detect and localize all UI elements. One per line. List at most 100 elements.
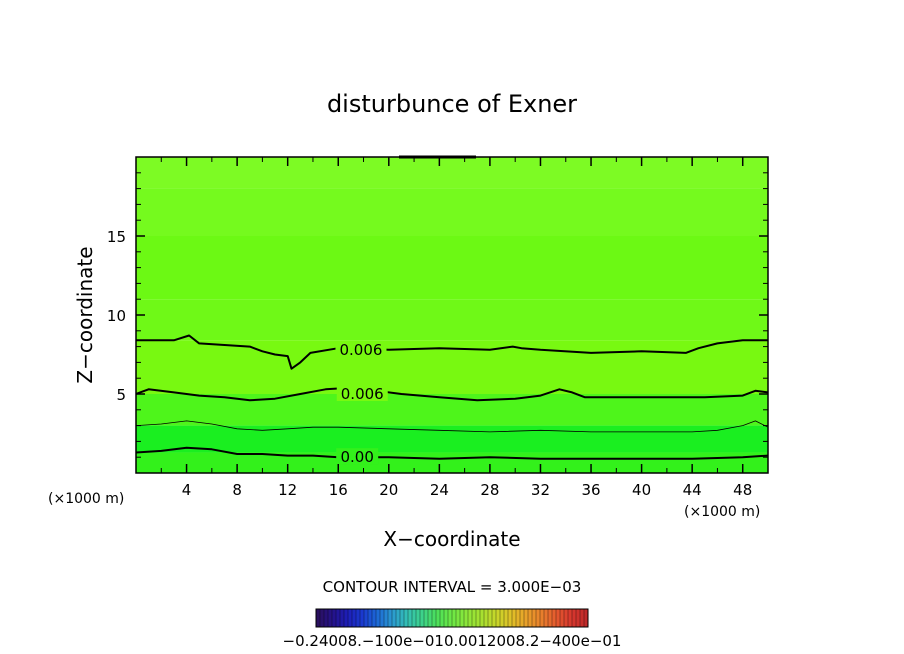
colorbar-cell [496, 609, 500, 627]
y-tick-label: 10 [107, 307, 126, 325]
colorbar-cell [380, 609, 384, 627]
colorbar-cell [548, 609, 552, 627]
colorbar [315, 609, 588, 627]
colorbar-cell [324, 609, 328, 627]
colorbar-cell [416, 609, 420, 627]
colorbar-cell [584, 609, 588, 627]
colorbar-cell [456, 609, 460, 627]
fill-band-0 [136, 157, 768, 189]
contour-label-3: 0.00 [340, 448, 373, 466]
colorbar-cell [508, 609, 512, 627]
colorbar-cell [532, 609, 536, 627]
colorbar-cell [536, 609, 540, 627]
colorbar-cell [408, 609, 412, 627]
colorbar-cell [568, 609, 572, 627]
y-tick-label: 5 [116, 386, 126, 404]
colorbar-cell [436, 609, 440, 627]
colorbar-cell [356, 609, 360, 627]
x-tick-label: 32 [531, 481, 550, 499]
x-tick-label: 40 [632, 481, 651, 499]
colorbar-cell [476, 609, 480, 627]
colorbar-cell [516, 609, 520, 627]
colorbar-cell [448, 609, 452, 627]
x-unit-left: (×1000 m) [48, 491, 124, 507]
x-axis-label: X−coordinate [383, 527, 520, 551]
colorbar-cell [320, 609, 324, 627]
contour-lines: 0.006 0.006 0.00 [136, 334, 768, 466]
colorbar-cell [348, 609, 352, 627]
colorbar-cell [432, 609, 436, 627]
colorbar-cell [460, 609, 464, 627]
colorbar-cell [352, 609, 356, 627]
colorbar-cell [360, 609, 364, 627]
colorbar-cell [520, 609, 524, 627]
x-tick-label: 36 [581, 481, 600, 499]
colorbar-cell [328, 609, 332, 627]
colorbar-cell [504, 609, 508, 627]
fill-band-1 [136, 188, 768, 236]
colorbar-cell [500, 609, 504, 627]
colorbar-cell [412, 609, 416, 627]
contour-label-bg-3 [336, 448, 379, 465]
colorbar-cell [512, 609, 516, 627]
contour-line-2 [136, 420, 768, 433]
fill-band-3 [136, 299, 768, 341]
colorbar-cell [524, 609, 528, 627]
x-tick-label: 20 [379, 481, 398, 499]
colorbar-cell [440, 609, 444, 627]
colorbar-cell [540, 609, 544, 627]
colorbar-cell [552, 609, 556, 627]
colorbar-cell [580, 609, 584, 627]
contour-fill-bands [136, 157, 768, 473]
colorbar-cell [372, 609, 376, 627]
x-tick-label: 8 [232, 481, 242, 499]
colorbar-cell [428, 609, 432, 627]
colorbar-cell [452, 609, 456, 627]
colorbar-cell [544, 609, 548, 627]
colorbar-frame [315, 608, 589, 628]
x-tick-label: 4 [182, 481, 192, 499]
colorbar-cell [564, 609, 568, 627]
colorbar-cell [444, 609, 448, 627]
fill-band-2 [136, 236, 768, 300]
colorbar-cell [368, 609, 372, 627]
colorbar-labels: −0.24008.−100e−010.0012008.2−400e−01 [283, 632, 622, 650]
colorbar-cell [344, 609, 348, 627]
colorbar-cell [556, 609, 560, 627]
contour-label-1: 0.006 [341, 385, 384, 403]
colorbar-cell [528, 609, 532, 627]
x-tick-label: 28 [480, 481, 499, 499]
colorbar-cell [488, 609, 492, 627]
colorbar-cell [472, 609, 476, 627]
x-tick-label: 44 [683, 481, 702, 499]
x-tick-label: 48 [733, 481, 752, 499]
colorbar-cell [468, 609, 472, 627]
contour-label-bg-0 [335, 340, 387, 357]
colorbar-cell [384, 609, 388, 627]
x-tick-label: 16 [329, 481, 348, 499]
colorbar-cell [420, 609, 424, 627]
colorbar-cell [492, 609, 496, 627]
fill-band-7 [136, 452, 768, 473]
colorbar-cell [424, 609, 428, 627]
colorbar-cell [316, 609, 320, 627]
colorbar-cell [400, 609, 404, 627]
contour-line-1 [136, 386, 768, 402]
colorbar-cell [560, 609, 564, 627]
colorbar-cell [340, 609, 344, 627]
fill-band-6 [136, 425, 768, 453]
colorbar-cell [404, 609, 408, 627]
y-tick-label: 15 [107, 228, 126, 246]
x-tick-label: 24 [430, 481, 449, 499]
colorbar-cell [364, 609, 368, 627]
colorbar-cell [332, 609, 336, 627]
colorbar-cell [572, 609, 576, 627]
chart-title: disturbunce of Exner [327, 90, 577, 118]
colorbar-cell [480, 609, 484, 627]
x-tick-label: 12 [278, 481, 297, 499]
colorbar-cell [396, 609, 400, 627]
colorbar-cell [484, 609, 488, 627]
contour-label-bg-1 [336, 385, 388, 401]
